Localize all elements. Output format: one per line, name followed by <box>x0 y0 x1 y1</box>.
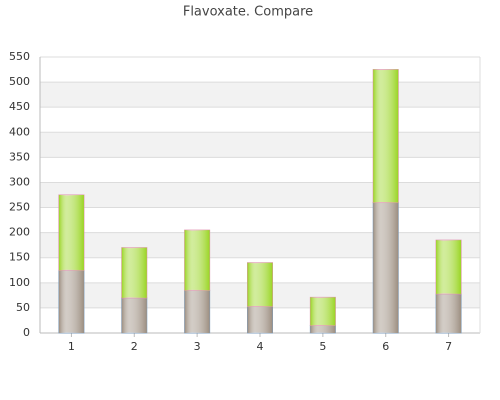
bar-shade <box>436 293 462 333</box>
bar-shade <box>58 195 84 271</box>
y-tick-label: 550 <box>9 50 30 63</box>
bar-shade <box>184 290 210 333</box>
y-tick-label: 150 <box>9 251 30 264</box>
x-tick-label: 4 <box>257 340 264 353</box>
y-tick-label: 250 <box>9 201 30 214</box>
bar-shade <box>373 69 399 203</box>
y-tick-label: 100 <box>9 276 30 289</box>
bar-shade <box>184 230 210 291</box>
bar-shade <box>58 270 84 333</box>
y-tick-label: 400 <box>9 125 30 138</box>
x-tick-label: 6 <box>382 340 389 353</box>
bar-shade <box>436 240 462 294</box>
y-tick-label: 0 <box>23 326 30 339</box>
y-tick-label: 200 <box>9 226 30 239</box>
x-tick-label: 7 <box>445 340 452 353</box>
y-tick-label: 300 <box>9 175 30 188</box>
y-tick-label: 450 <box>9 100 30 113</box>
bar-shade <box>121 297 147 333</box>
grid-band <box>40 232 480 258</box>
bar-shade <box>247 262 273 307</box>
chart-title: Flavoxate. Compare <box>183 5 313 20</box>
y-tick-label: 500 <box>9 75 30 88</box>
y-tick-label: 50 <box>16 301 30 314</box>
bar-shade <box>310 325 336 333</box>
y-tick-label: 350 <box>9 150 30 163</box>
grid-band <box>40 82 480 108</box>
bar-shade <box>121 247 147 298</box>
bar-shade <box>373 202 399 333</box>
grid-band <box>40 132 480 158</box>
bar-shade <box>310 297 336 326</box>
x-tick-label: 1 <box>68 340 75 353</box>
x-tick-label: 5 <box>319 340 326 353</box>
bar-shade <box>247 306 273 333</box>
grid-band <box>40 182 480 208</box>
x-tick-label: 2 <box>131 340 138 353</box>
x-tick-label: 3 <box>194 340 201 353</box>
